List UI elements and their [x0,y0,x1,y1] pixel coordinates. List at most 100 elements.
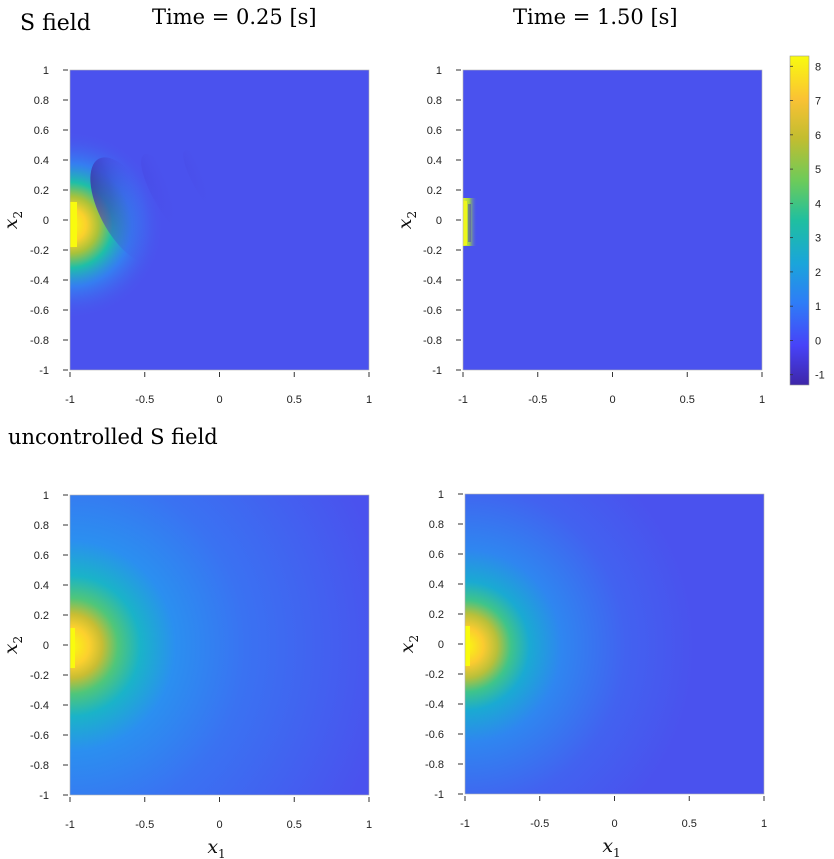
y-tick-label: -0.2 [423,245,442,257]
x-tick-label: 0.5 [287,819,302,831]
y-tick-label: 0.8 [34,95,49,107]
y-tick-label: 0.4 [34,580,49,592]
y-axis-label: x2 [396,635,421,653]
axes-frame [462,69,763,371]
y-axis-label-variable: x [396,642,418,653]
y-tick-label: -0.6 [425,729,444,741]
y-tick-label: -0.4 [425,699,444,711]
y-tick-label: 0.2 [34,610,49,622]
y-tick-label: 0.6 [427,125,442,137]
colorbar: -1 0 1 2 3 4 5 6 7 8 [789,55,825,386]
source-core [70,628,75,668]
column-title-t150: Time = 1.50 [s] [513,5,678,29]
row-label-controlled: S field [20,11,91,36]
heatmap-uncontrolled-t025 [69,494,370,796]
y-axis-label-variable: x [394,218,416,229]
y-tick-label: 0.2 [34,185,49,197]
heatmap-field [70,495,369,795]
y-axis-label-variable: x [0,218,22,229]
x-tick-label: -1 [65,394,75,406]
x-tick-label: -0.5 [528,394,547,406]
y-tick-label: -0.8 [30,760,49,772]
heatmap-controlled-t025 [69,69,370,371]
x-tick-label: -0.5 [135,394,154,406]
x-tick-label: 0 [216,819,222,831]
y-tick-label: 1 [43,490,49,502]
y-tick-label: -0.4 [30,275,49,287]
heatmap-background [463,70,762,370]
x-tick-label: 1 [366,394,372,406]
y-tick-label: 0 [438,639,444,651]
x-tick-label: -1 [460,818,470,830]
x-tick-label: 0 [609,394,615,406]
x-tick-label: 1 [366,819,372,831]
trough-region [468,204,471,242]
x-tick-label: 0.5 [287,394,302,406]
x-tick-label: 0 [216,394,222,406]
colorbar-tick-label: -1 [815,370,825,382]
y-axis-label-subscript: 2 [407,635,421,643]
x-tick-label: -0.5 [135,819,154,831]
y-tick-label: 0.8 [427,95,442,107]
axes-frame [69,494,370,796]
y-tick-label: 0 [43,215,49,227]
colorbar-tick-label: 2 [815,267,821,279]
y-axis-label-subscript: 2 [11,211,25,219]
trough-region [90,157,162,263]
y-tick-label: 0.2 [427,185,442,197]
y-tick-label: 1 [438,489,444,501]
y-tick-label: -0.8 [30,335,49,347]
y-tick-label: -0.2 [425,669,444,681]
x-tick-label: 0 [611,818,617,830]
y-tick-label: 0.4 [427,155,442,167]
colorbar-ticks: -1 0 1 2 3 4 5 6 7 8 [790,61,825,382]
heatmap-field [465,494,764,794]
x-tick-label: 1 [761,818,767,830]
y-tick-label: 0 [436,215,442,227]
axes-frame [464,493,765,795]
y-tick-label: 0.8 [34,520,49,532]
colorbar-gradient [789,55,810,386]
y-tick-label: 0.2 [429,609,444,621]
y-tick-label: -1 [39,790,49,802]
source-core [70,202,77,247]
y-tick-label: -1 [39,365,49,377]
x-axis-label: x1 [602,835,620,859]
y-tick-label: 0.6 [429,549,444,561]
y-tick-label: -0.8 [423,335,442,347]
x-tick-label: 1 [759,394,765,406]
y-axis-label-variable: x [0,643,22,654]
x-tick-label: -0.5 [530,818,549,830]
y-tick-label: 0.4 [429,579,444,591]
y-axis-label-subscript: 2 [405,211,419,219]
axes-frame [69,69,370,371]
colorbar-tick-label: 3 [815,233,821,245]
x-axis-label-subscript: 1 [613,846,621,859]
y-axis-label: x2 [394,211,419,229]
y-tick-label: 1 [436,65,442,77]
y-tick-label: -1 [434,789,444,801]
x-axis-label-subscript: 1 [218,847,226,859]
y-axis-label: x2 [0,211,25,229]
y-tick-label: 1 [43,65,49,77]
y-tick-label: -0.6 [30,730,49,742]
ripple-region [183,150,227,220]
colorbar-tick-label: 5 [815,164,821,176]
heatmap-uncontrolled-t150 [464,493,765,795]
y-tick-label: 0.6 [34,125,49,137]
y-tick-label: -0.6 [30,305,49,317]
x-tick-label: 0.5 [682,818,697,830]
column-title-t025: Time = 0.25 [s] [152,5,317,29]
colorbar-tick-label: 0 [815,335,821,347]
y-tick-label: 0.8 [429,519,444,531]
colorbar-tick-label: 4 [815,198,821,210]
axes-layer: -1 -0.5 0 0.5 1 1 0.8 0.6 0.4 0.2 0 -0.2 -0.4 -0.6 -0.… [0,65,767,859]
y-tick-label: 0.6 [34,550,49,562]
colorbar-tick-label: 7 [815,96,821,108]
ripple-region [141,153,195,239]
y-tick-label: -0.6 [423,305,442,317]
row-label-uncontrolled: uncontrolled S field [8,425,218,449]
y-tick-label: -0.8 [425,759,444,771]
x-tick-label: -1 [458,394,468,406]
